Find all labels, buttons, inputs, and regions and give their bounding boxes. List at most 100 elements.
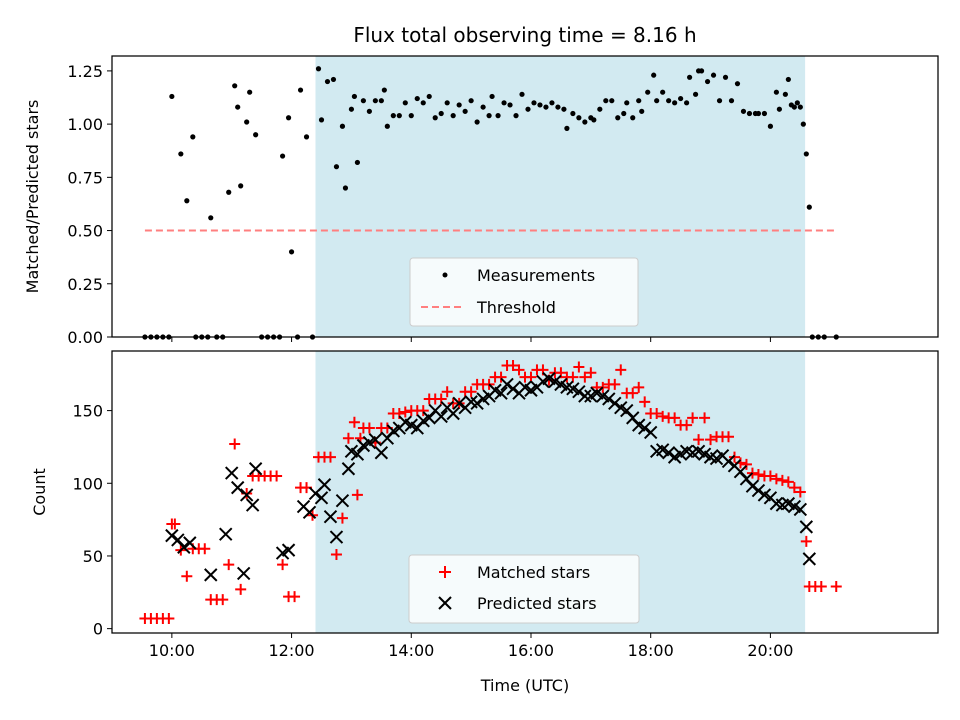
measurements-point	[740, 108, 747, 114]
matched-stars-point	[217, 594, 229, 606]
matched-stars-point	[585, 367, 597, 379]
top-y-axis: 0.00 0.25 0.50 0.75 1.00 1.25	[67, 62, 112, 347]
measurements-point	[755, 110, 762, 117]
measurements-point	[660, 89, 666, 95]
measurements-point	[426, 93, 432, 100]
measurements-point	[704, 78, 711, 85]
measurements-point	[348, 106, 355, 112]
bottom-x-axis-label: Time (UTC)	[480, 676, 569, 695]
predicted-stars-point	[799, 520, 814, 534]
matched-stars-point	[330, 549, 342, 561]
y-tick-label: 150	[72, 402, 103, 421]
x-tick-label: 16:00	[508, 641, 554, 660]
predicted-stars-point	[165, 528, 179, 543]
predicted-stars-point	[204, 568, 218, 582]
matched-stars-point	[271, 470, 283, 482]
top-plot-frame	[111, 55, 939, 338]
predicted-stars-point	[314, 491, 329, 505]
matched-stars-point	[235, 583, 247, 595]
bottom-plot-frame	[111, 350, 939, 634]
legend-label-measurements: Measurements	[477, 266, 595, 285]
x-tick-label: 18:00	[628, 641, 674, 660]
predicted-stars-point	[721, 454, 736, 469]
measurements-point	[381, 87, 387, 93]
measurements-point	[615, 115, 621, 121]
matched-stars-point	[289, 591, 301, 603]
measurements-point	[456, 102, 462, 108]
matched-stars-point	[567, 371, 579, 383]
predicted-stars-point	[638, 421, 652, 435]
measurements-point	[384, 123, 390, 129]
matched-stars-point	[441, 386, 453, 398]
measurements-point	[235, 104, 241, 110]
predicted-stars-point	[245, 498, 260, 512]
matched-stars-point	[728, 451, 740, 463]
predicted-stars-point	[470, 396, 484, 411]
measurements-point	[803, 151, 809, 157]
measurements-point	[414, 95, 420, 102]
measurements-point	[692, 91, 699, 97]
measurements-point	[654, 98, 660, 104]
matched-stars-point	[399, 406, 411, 418]
measurements-point	[238, 183, 244, 189]
top-y-axis-label: Matched/Predicted stars	[23, 100, 42, 294]
matched-stars-point	[639, 396, 651, 408]
measurements-point	[767, 123, 774, 129]
measurements-point	[169, 93, 175, 100]
measurements-point	[339, 123, 346, 129]
measurements-point	[684, 100, 690, 106]
predicted-stars-point	[335, 494, 350, 508]
bottom-legend-box	[408, 554, 640, 624]
measurements-point	[728, 98, 735, 104]
measurements-point	[722, 74, 729, 80]
measurements-point	[178, 151, 184, 157]
matched-stars-point	[615, 364, 627, 376]
predicted-stars-point	[239, 488, 254, 502]
measurements-point	[791, 104, 797, 110]
predicted-stars-point	[341, 462, 356, 476]
measurements-point	[288, 249, 295, 255]
predicted-stars-point	[793, 502, 808, 517]
measurements-point	[396, 113, 402, 119]
matched-stars-point	[465, 386, 477, 398]
measurements-point	[501, 100, 507, 106]
measurements-point	[330, 76, 337, 83]
measurements-point	[794, 100, 800, 106]
predicted-stars-point	[446, 406, 460, 421]
measurements-point	[303, 134, 310, 140]
measurements-point	[645, 89, 651, 95]
matched-stars-point	[788, 482, 800, 494]
y-tick-label: 100	[72, 474, 103, 493]
measurements-point	[800, 121, 806, 127]
predicted-stars-point	[230, 480, 245, 495]
predicted-stars-point	[802, 552, 817, 566]
matched-stars-point	[627, 387, 639, 399]
measurements-point	[495, 113, 501, 119]
predicted-stars-point	[500, 377, 514, 392]
measurements-point	[420, 100, 426, 106]
measurements-point	[639, 108, 645, 114]
measurements-point	[734, 81, 741, 87]
matched-stars-point	[776, 474, 788, 486]
measurements-point	[208, 215, 214, 221]
measurements-point	[630, 115, 636, 121]
measurements-point	[561, 106, 567, 112]
measurements-point	[672, 100, 678, 106]
measurements-point	[636, 98, 642, 104]
measurements-point	[354, 159, 361, 166]
matched-stars-point	[657, 410, 669, 422]
measurements-point	[474, 119, 480, 125]
y-tick-label: 0.00	[67, 328, 103, 347]
measurements-point	[324, 78, 331, 85]
measurements-point	[184, 198, 190, 204]
matched-stars-point	[579, 371, 591, 383]
matched-stars-point	[336, 512, 348, 524]
matched-stars-point	[705, 434, 717, 446]
measurements-point	[603, 98, 609, 104]
predicted-stars-point	[661, 446, 676, 460]
measurements-point	[318, 117, 325, 123]
predicted-stars-point	[219, 527, 233, 541]
legend-marker-matched	[439, 566, 451, 578]
predicted-stars-point	[751, 483, 766, 498]
top-legend-box	[409, 257, 639, 327]
